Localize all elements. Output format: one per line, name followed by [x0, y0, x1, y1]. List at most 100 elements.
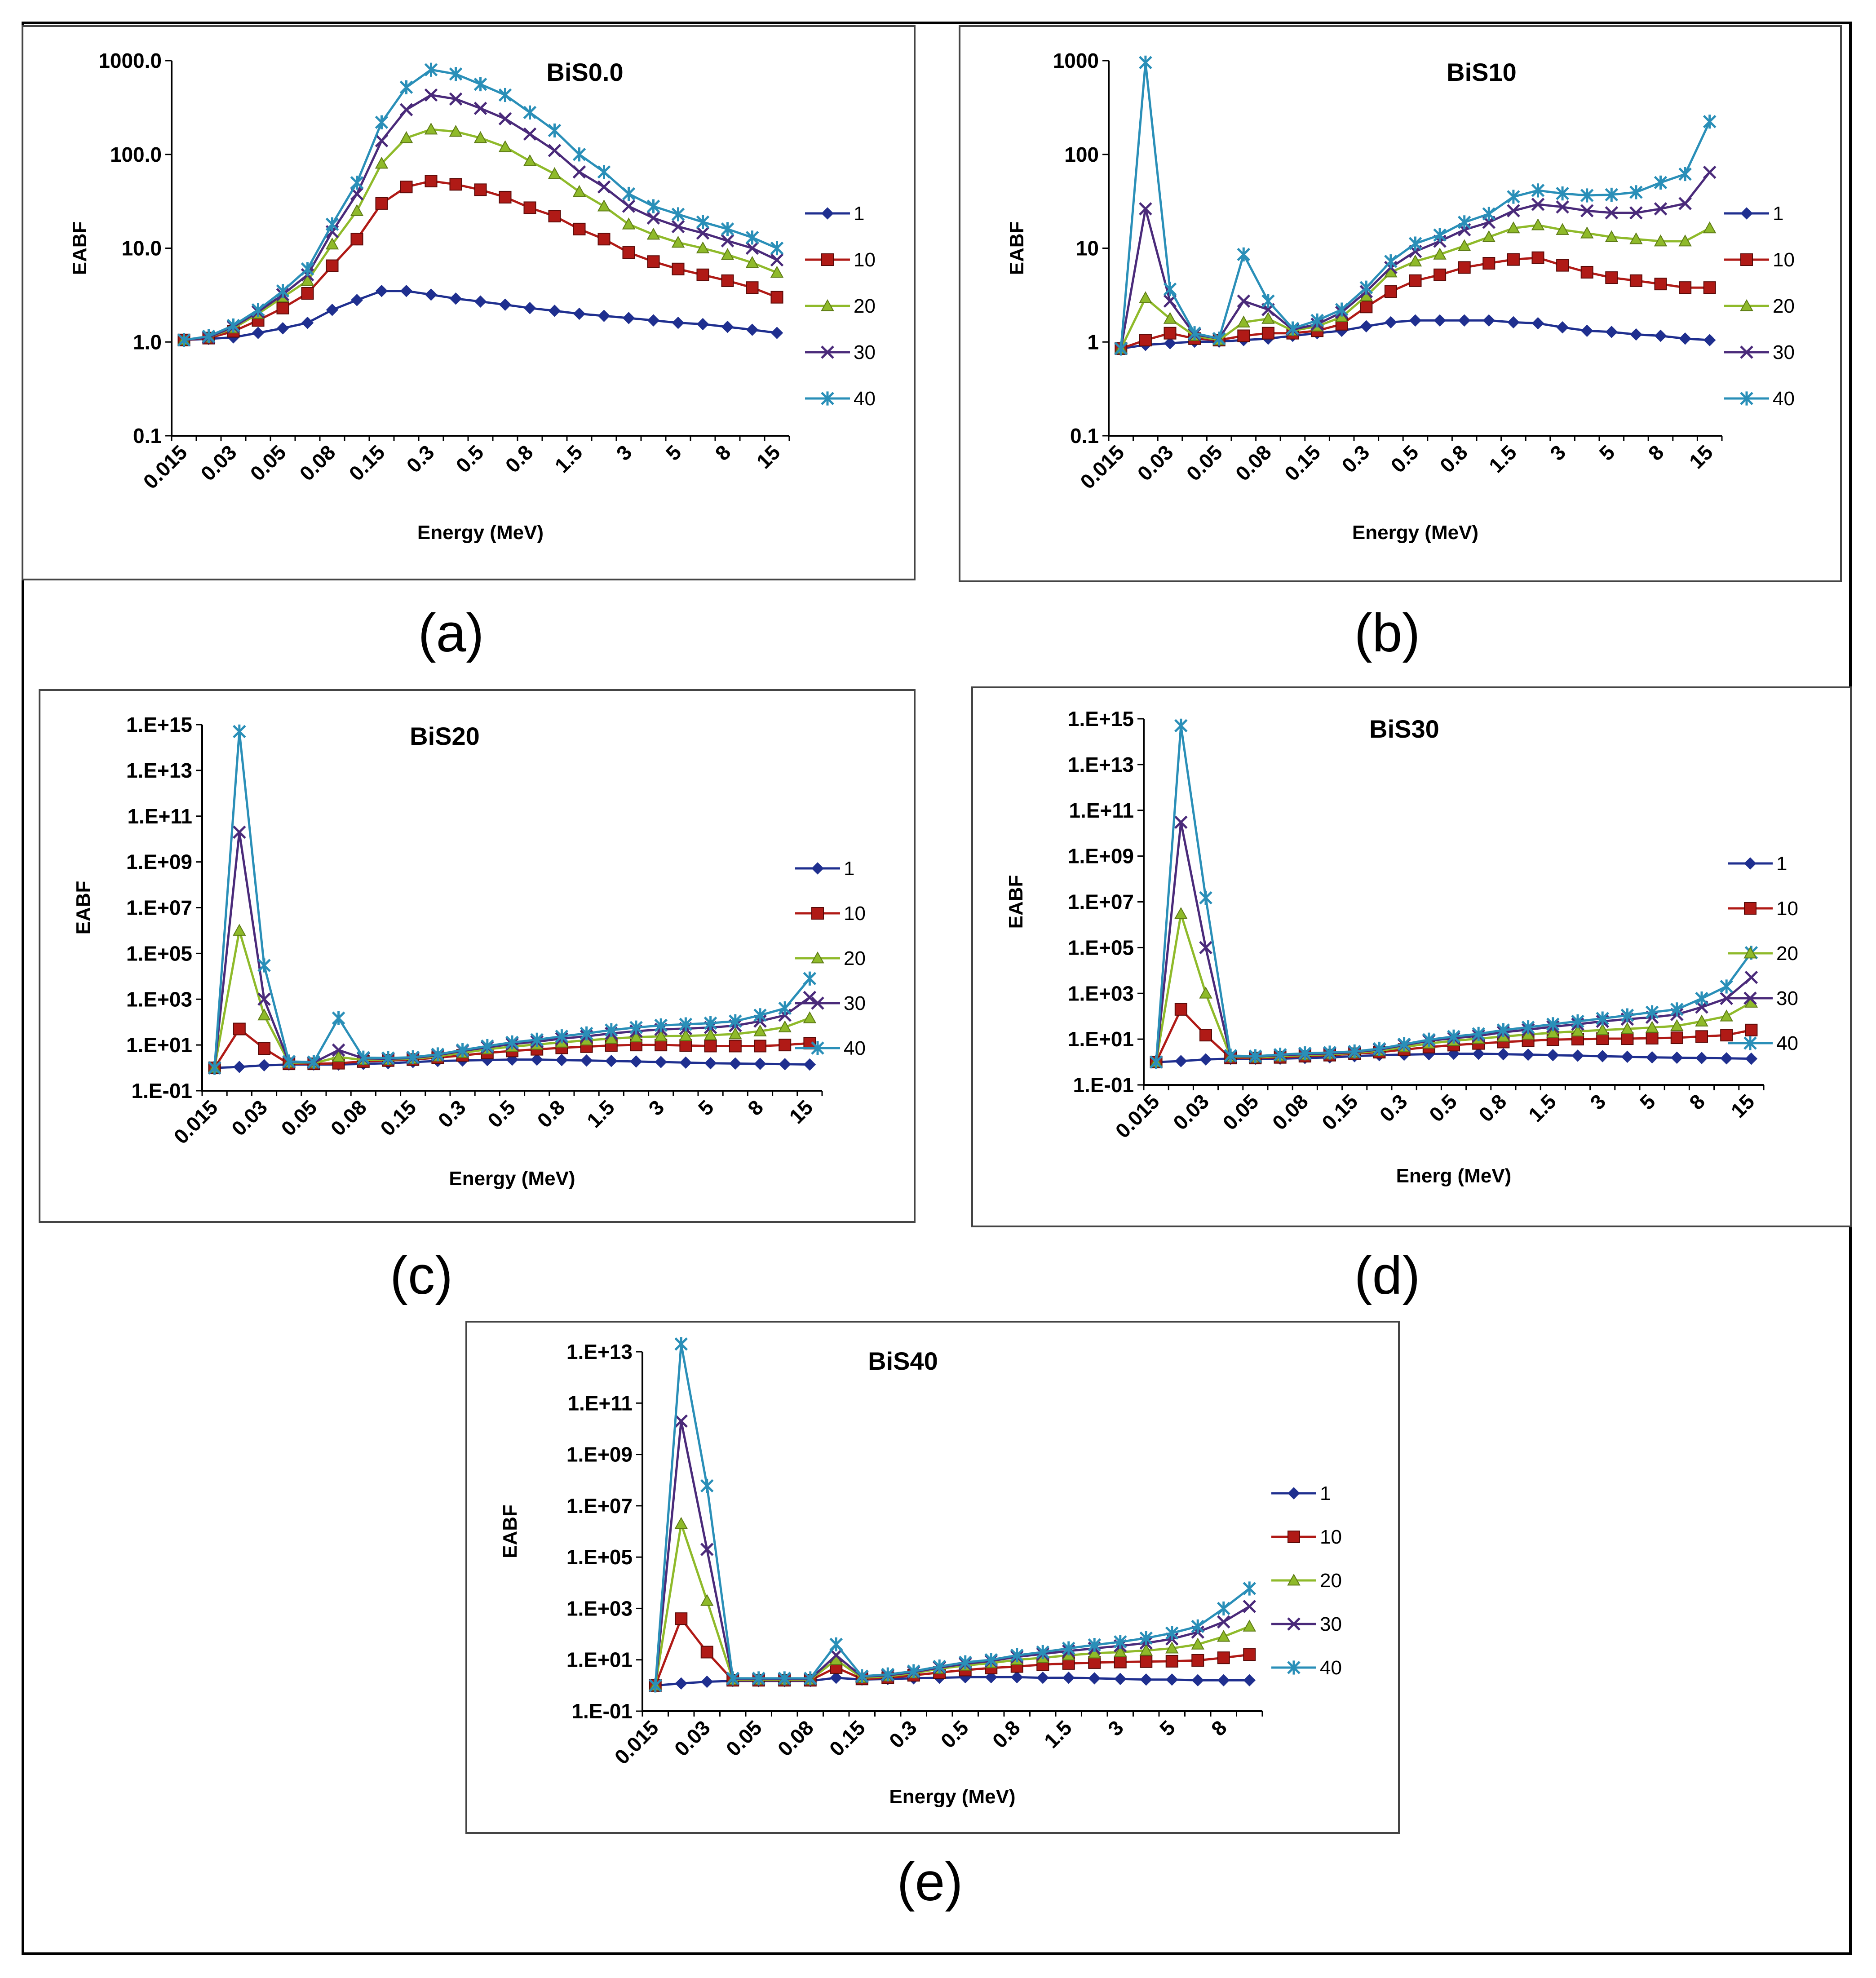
data-point	[572, 165, 586, 179]
data-point	[530, 1032, 544, 1047]
x-tick-label: 0.05	[276, 1095, 321, 1140]
data-point	[778, 1671, 792, 1686]
y-tick-label: 1.E+05	[126, 942, 192, 965]
data-point	[208, 1061, 221, 1075]
x-tick-label: 0.8	[532, 1095, 569, 1132]
data-point	[1745, 1052, 1758, 1065]
data-point	[1199, 890, 1212, 905]
data-point	[622, 186, 636, 201]
y-tick-label: 1.E+11	[1069, 799, 1134, 822]
data-point	[1114, 1673, 1127, 1685]
data-point	[1433, 248, 1447, 260]
chart-title: BiS0.0	[546, 58, 623, 86]
x-tick-label: 1.5	[1524, 1089, 1561, 1126]
legend-item: 30	[1728, 987, 1798, 1009]
data-point	[1174, 1003, 1187, 1016]
data-point	[1596, 1011, 1609, 1026]
data-point	[473, 77, 487, 92]
data-point	[1224, 1049, 1237, 1063]
data-point	[675, 1677, 687, 1690]
data-point	[1580, 226, 1594, 239]
data-point	[548, 210, 561, 223]
data-point	[704, 1028, 717, 1040]
data-point	[753, 1024, 767, 1036]
data-point	[1163, 312, 1177, 324]
data-point	[1695, 1052, 1708, 1064]
data-point	[1139, 1643, 1153, 1656]
y-tick-label: 1.E+15	[126, 713, 192, 736]
data-point	[456, 1043, 469, 1058]
data-point	[1605, 326, 1618, 338]
data-point	[726, 1671, 740, 1686]
x-tick-label: 3	[1103, 1716, 1128, 1740]
data-point	[1458, 261, 1471, 274]
data-point	[721, 320, 734, 333]
legend-item: 10	[795, 903, 866, 925]
x-tick-label: 0.015	[1075, 440, 1128, 493]
data-point	[375, 115, 389, 129]
data-point	[1482, 230, 1495, 243]
x-tick-label: 0.08	[326, 1095, 371, 1140]
data-point	[721, 248, 734, 260]
x-tick-label: 0.15	[1317, 1089, 1362, 1134]
legend-item: 30	[1724, 341, 1795, 363]
legend-label: 10	[854, 249, 876, 271]
data-point	[431, 1047, 445, 1062]
caption-b: (b)	[1354, 603, 1420, 663]
data-point	[1507, 221, 1520, 234]
data-point	[721, 222, 734, 236]
data-point	[1217, 1651, 1230, 1664]
series-line	[213, 832, 810, 1068]
caption-e: (e)	[897, 1852, 963, 1912]
data-point	[1114, 1655, 1127, 1668]
data-point	[449, 92, 463, 106]
x-tick-label: 8	[1685, 1089, 1709, 1114]
data-point	[704, 1016, 717, 1031]
series-40	[208, 724, 817, 1075]
x-tick-label: 0.08	[295, 440, 340, 485]
data-point	[1261, 312, 1275, 324]
x-tick-label: 0.3	[434, 1095, 470, 1132]
data-point	[1679, 281, 1692, 294]
x-tick-label: 0.08	[1268, 1089, 1313, 1134]
data-point	[424, 88, 438, 102]
data-point	[907, 1664, 920, 1678]
data-point	[499, 298, 512, 311]
data-point	[400, 181, 413, 194]
data-point	[1678, 167, 1692, 181]
data-point	[1482, 314, 1495, 327]
x-tick-label: 1.5	[1484, 440, 1521, 477]
data-point	[1199, 941, 1212, 955]
data-point	[1372, 1041, 1386, 1056]
x-tick-label: 0.5	[1386, 440, 1423, 477]
y-tick-label: 1.E+03	[126, 987, 192, 1011]
data-point	[655, 1056, 667, 1068]
x-tick-label: 5	[694, 1095, 718, 1120]
legend-label: 20	[844, 947, 866, 969]
data-point	[1243, 1620, 1256, 1632]
data-point	[647, 314, 660, 327]
y-axis-label: EABF	[1005, 875, 1027, 929]
data-point	[1556, 186, 1569, 201]
data-point	[881, 1667, 895, 1682]
data-point	[1571, 1024, 1584, 1037]
data-point	[580, 1026, 593, 1040]
y-tick-label: 1.E+15	[1068, 707, 1134, 730]
data-point	[597, 233, 611, 246]
x-tick-label: 1.5	[1040, 1716, 1076, 1752]
x-tick-label: 0.03	[1133, 440, 1177, 485]
series-20	[208, 924, 817, 1073]
data-point	[1571, 1049, 1584, 1062]
y-axis-label: EABF	[499, 1505, 521, 1558]
x-axis-label: Energy (MeV)	[449, 1168, 575, 1190]
y-tick-label: 1.E+03	[566, 1597, 633, 1620]
legend-label: 1	[1773, 203, 1783, 225]
legend-label: 10	[844, 903, 866, 925]
data-point	[1571, 1014, 1584, 1029]
data-point	[1507, 316, 1520, 329]
data-point	[1174, 907, 1188, 919]
legend-item: 1	[795, 858, 854, 880]
data-point	[1243, 1674, 1256, 1686]
legend-item: 1	[1724, 203, 1783, 225]
legend-item: 20	[1724, 295, 1795, 317]
